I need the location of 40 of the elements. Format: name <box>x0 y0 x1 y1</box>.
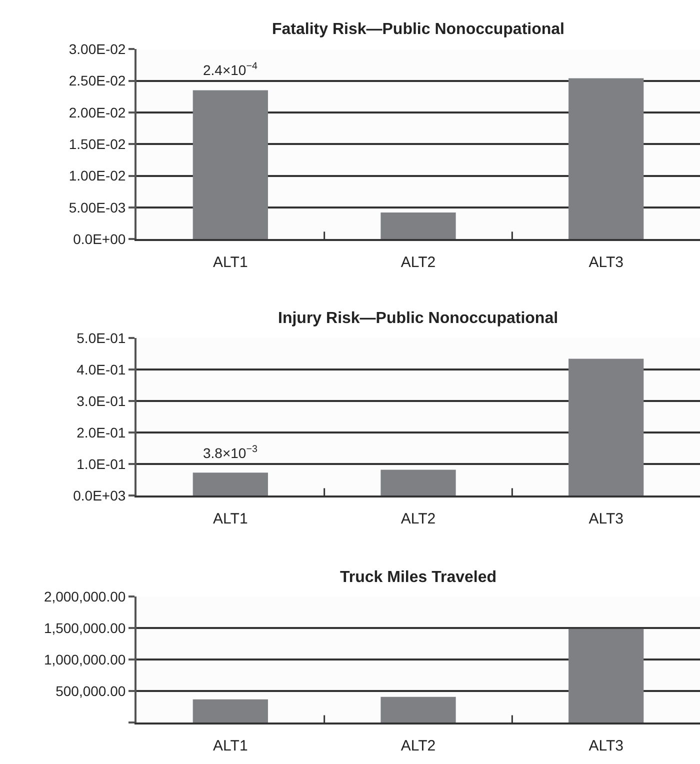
y-tick-label: 5.00E-03 <box>68 199 126 216</box>
annotation: 2.4×10$^{−4}$ <box>203 61 258 78</box>
y-tick-label: 1.0E-01 <box>76 456 126 472</box>
y-tick-label: 2.0E-01 <box>76 424 126 440</box>
bar <box>192 699 268 723</box>
y-tick-label: 3.00E-02 <box>68 41 126 58</box>
x-tick-label: ALT3 <box>588 510 624 528</box>
x-tick-label: ALT1 <box>213 737 248 754</box>
bar <box>380 696 456 723</box>
y-tick-label: 1.50E-02 <box>68 136 126 152</box>
chart-title: Injury Risk—Public Nonoccupational <box>278 310 558 327</box>
x-tick-label: ALT3 <box>588 737 624 754</box>
bar <box>568 628 644 723</box>
y-tick-label: 2.50E-02 <box>68 72 126 89</box>
y-tick-label: 2,000,000.00 <box>44 588 126 605</box>
y-tick-label: 500,000.00 <box>56 683 126 700</box>
y-tick-label: 1.00E-02 <box>68 168 126 184</box>
y-tick-label: 1,500,000.00 <box>44 620 126 636</box>
y-tick-label: 4.0E-01 <box>76 361 126 378</box>
y-tick-label: 3.0E-01 <box>76 392 126 409</box>
chart-title: Fatality Risk—Public Nonoccupational <box>272 21 564 38</box>
x-tick-label: ALT2 <box>400 737 436 754</box>
x-tick-label: ALT2 <box>400 254 436 271</box>
bar <box>380 212 456 240</box>
y-tick-label: 0.0E+00 <box>73 231 126 248</box>
bar <box>192 90 268 240</box>
y-tick-label: 1,000,000.00 <box>44 652 126 668</box>
x-tick-label: ALT3 <box>588 254 624 271</box>
y-tick-label: 5.0E-01 <box>76 330 126 346</box>
bar <box>568 358 644 496</box>
bar <box>568 78 644 240</box>
x-tick-label: ALT2 <box>400 510 436 528</box>
bar <box>380 470 456 496</box>
x-tick-label: ALT1 <box>213 254 248 271</box>
y-tick-label: 2.00E-02 <box>68 104 126 120</box>
x-tick-label: ALT1 <box>213 510 248 528</box>
annotation: 3.8×10$^{−3}$ <box>203 444 258 461</box>
y-tick-label: 0.0E+03 <box>73 488 126 504</box>
chart-title: Truck Miles Traveled <box>340 569 497 586</box>
bar <box>192 472 268 496</box>
